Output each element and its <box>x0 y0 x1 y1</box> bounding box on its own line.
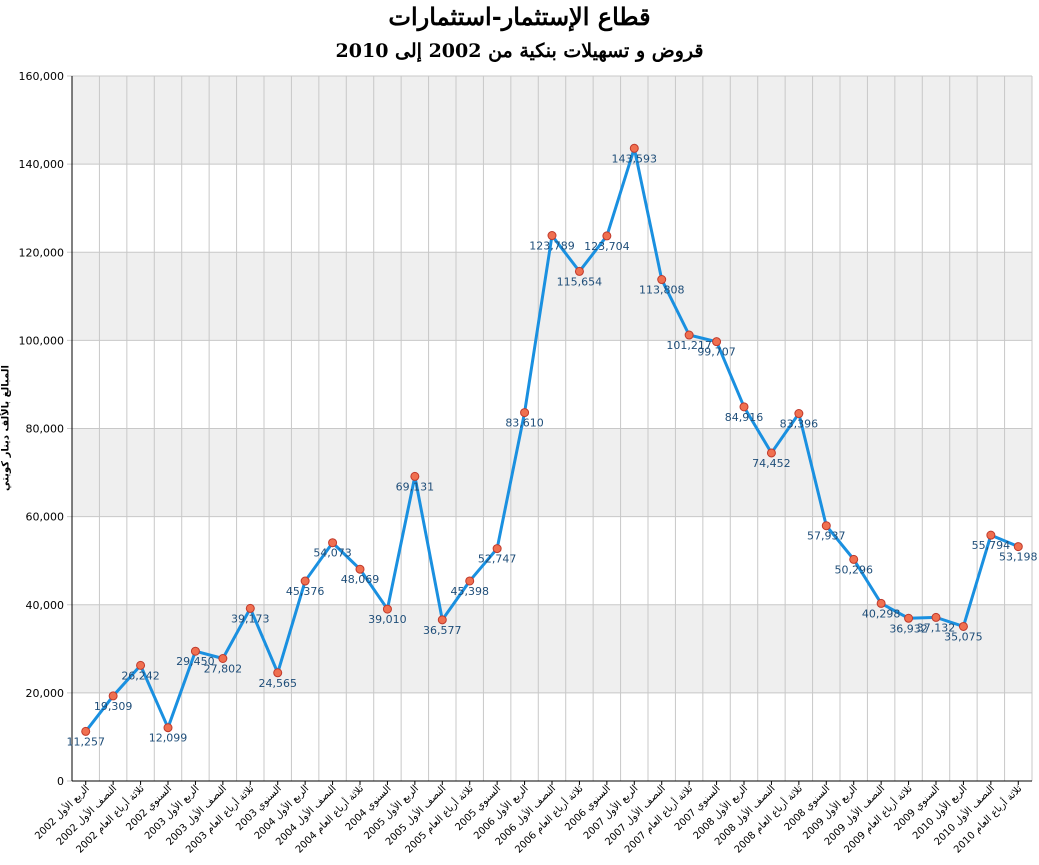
data-point <box>273 668 283 678</box>
data-label: 39,010 <box>368 613 407 626</box>
data-label: 52,747 <box>478 553 517 566</box>
data-label: 143,593 <box>612 152 658 165</box>
data-point <box>520 408 530 418</box>
data-label: 53,198 <box>999 551 1038 564</box>
data-label: 54,073 <box>313 547 352 560</box>
data-point <box>218 653 228 663</box>
data-point <box>876 598 886 608</box>
data-point <box>574 266 584 276</box>
data-label: 11,257 <box>66 735 105 748</box>
data-label: 19,309 <box>94 700 133 713</box>
data-label: 29,450 <box>176 655 215 668</box>
y-tick-label: 60,000 <box>26 511 65 524</box>
data-point <box>437 615 447 625</box>
data-point <box>355 564 365 574</box>
data-point <box>190 646 200 656</box>
y-tick-label: 120,000 <box>19 246 65 259</box>
data-label: 37,132 <box>917 621 956 634</box>
data-point <box>1013 542 1023 552</box>
data-point <box>602 231 612 241</box>
data-point <box>300 576 310 586</box>
data-label: 113,808 <box>639 284 685 297</box>
data-point <box>245 603 255 613</box>
data-label: 39,173 <box>231 612 270 625</box>
data-label: 123,704 <box>584 240 630 253</box>
data-label: 35,075 <box>944 630 983 643</box>
data-label: 40,298 <box>862 607 901 620</box>
data-label: 24,565 <box>258 677 297 690</box>
y-tick-label: 140,000 <box>19 158 65 171</box>
data-label: 83,610 <box>505 417 544 430</box>
data-point <box>904 613 914 623</box>
y-tick-label: 40,000 <box>26 599 65 612</box>
data-label: 101,217 <box>666 339 712 352</box>
grid-band <box>72 604 1032 693</box>
data-point <box>958 621 968 631</box>
data-label: 74,452 <box>752 457 791 470</box>
data-label: 36,932 <box>889 622 928 635</box>
data-point <box>794 409 804 419</box>
grid-band <box>72 76 1032 165</box>
data-label: 83,396 <box>780 418 819 431</box>
data-point <box>382 604 392 614</box>
data-point <box>328 538 338 548</box>
y-tick-label: 0 <box>57 775 64 788</box>
data-point <box>821 521 831 531</box>
data-point <box>492 544 502 554</box>
data-label: 45,376 <box>286 585 325 598</box>
data-label: 55,794 <box>972 539 1011 552</box>
data-label: 69,131 <box>396 480 435 493</box>
data-point <box>629 143 639 153</box>
chart-title: قطاع الإستثمار-استثمارات <box>388 2 651 31</box>
data-point <box>766 448 776 458</box>
y-tick-label: 20,000 <box>26 687 65 700</box>
grid-band <box>72 252 1032 341</box>
data-label: 123,789 <box>529 240 575 253</box>
data-label: 48,069 <box>341 573 380 586</box>
y-tick-label: 160,000 <box>19 70 65 83</box>
data-point <box>712 337 722 347</box>
data-point <box>986 530 996 540</box>
data-point <box>465 576 475 586</box>
data-label: 36,577 <box>423 624 462 637</box>
data-point <box>108 691 118 701</box>
data-label: 115,654 <box>557 275 603 288</box>
data-label: 99,707 <box>697 346 736 359</box>
data-point <box>684 330 694 340</box>
data-point <box>739 402 749 412</box>
data-point <box>81 726 91 736</box>
data-label: 45,398 <box>450 585 489 598</box>
data-label: 26,242 <box>121 669 160 682</box>
y-tick-label: 80,000 <box>26 423 65 436</box>
data-point <box>547 231 557 241</box>
grid-band <box>72 428 1032 517</box>
data-label: 27,802 <box>204 662 243 675</box>
data-point <box>931 612 941 622</box>
data-label: 84,916 <box>725 411 764 424</box>
data-point <box>657 275 667 285</box>
chart-subtitle: قروض و تسهيلات بنكية من 2002 إلى 2010 <box>335 40 704 62</box>
data-label: 12,099 <box>149 732 188 745</box>
data-point <box>410 471 420 481</box>
data-point <box>136 660 146 670</box>
data-point <box>849 554 859 564</box>
data-label: 50,296 <box>834 563 873 576</box>
data-point <box>163 723 173 733</box>
y-tick-label: 100,000 <box>19 334 65 347</box>
data-label: 57,937 <box>807 530 846 543</box>
